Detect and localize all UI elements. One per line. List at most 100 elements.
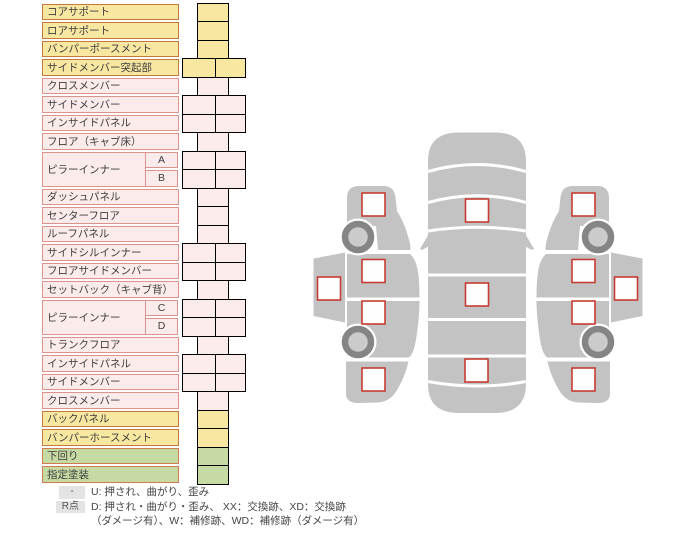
damage-marker-left-front-door[interactable] [361, 258, 386, 284]
wheel [341, 325, 375, 359]
check-cell[interactable] [182, 298, 216, 318]
part-row-label: トランクフロア [42, 336, 179, 354]
check-cell[interactable] [215, 261, 246, 281]
check-cell[interactable] [197, 76, 229, 96]
check-cell[interactable] [182, 169, 216, 189]
check-cell[interactable] [182, 354, 216, 374]
legend-text-d: D: 押され・曲がり・歪み、 XX：交換跡、XD：交換跡 [91, 500, 346, 513]
check-cell[interactable] [215, 169, 246, 189]
damage-marker-right-rear-fender[interactable] [571, 367, 596, 392]
part-row-label: 指定塗装 [42, 466, 179, 483]
check-cell[interactable] [197, 391, 229, 411]
check-cell[interactable] [215, 317, 246, 337]
check-cell[interactable] [197, 280, 229, 300]
damage-marker-left-sill[interactable] [316, 276, 342, 301]
right-mirror [525, 234, 534, 250]
part-name: ダッシュパネル [47, 191, 121, 204]
part-row-label: ダッシュパネル [42, 188, 179, 206]
check-cell[interactable] [197, 2, 229, 22]
part-name: トランクフロア [47, 339, 121, 352]
part-name: コアサポート [47, 6, 110, 19]
damage-marker-right-sill[interactable] [613, 276, 639, 301]
damage-marker-top-hood[interactable] [464, 198, 490, 223]
pillar-sub-label-A: A [145, 151, 178, 169]
part-row-label: クロスメンバー [42, 392, 179, 409]
part-name: インサイドパネル [47, 357, 131, 370]
part-row-label: フロア（キャブ床） [42, 133, 179, 150]
part-row-label: ルーフパネル [42, 225, 179, 243]
damage-marker-left-rear-door[interactable] [361, 300, 386, 325]
part-row-label: バックパネル [42, 410, 179, 428]
part-name: セットバック（キャブ背） [47, 283, 173, 296]
part-name: 下回り [47, 450, 79, 463]
damage-marker-left-front-fender[interactable] [361, 192, 386, 217]
damage-marker-left-rear-fender[interactable] [361, 367, 386, 392]
check-cell[interactable] [215, 150, 246, 170]
check-cell[interactable] [182, 58, 216, 78]
part-row-label: ピラーインナー [42, 151, 146, 187]
car-diagram [313, 132, 643, 413]
part-name: バンパーポースメント [47, 43, 152, 56]
part-row-label: サイドメンバー [42, 96, 179, 113]
check-cell[interactable] [197, 409, 229, 429]
damage-marker-right-front-door[interactable] [571, 258, 596, 284]
check-cell[interactable] [197, 21, 229, 41]
part-row-label: インサイドパネル [42, 114, 179, 132]
check-cell[interactable] [215, 298, 246, 318]
damage-marker-right-rear-door[interactable] [571, 300, 596, 325]
part-row-label: フロアサイドメンバー [42, 262, 179, 280]
part-row-label: セットバック（キャブ背） [42, 281, 179, 298]
check-cell[interactable] [215, 354, 246, 374]
check-cell[interactable] [197, 335, 229, 355]
pillar-sub-label-C: C [145, 299, 178, 317]
check-cell[interactable] [215, 243, 246, 263]
check-cell[interactable] [197, 446, 229, 466]
part-name: サイドメンバー突起部 [47, 61, 152, 74]
pillar-sub-label-B: B [145, 170, 178, 187]
check-cell[interactable] [197, 132, 229, 152]
part-name: 指定塗装 [47, 468, 89, 481]
wheel [581, 325, 615, 359]
part-name: ルーフパネル [47, 228, 110, 241]
part-row-label: インサイドパネル [42, 355, 179, 372]
panel-line-bumper-hood [427, 163, 527, 173]
part-name: フロアサイドメンバー [47, 265, 152, 278]
check-cell[interactable] [197, 224, 229, 244]
damage-marker-top-roof[interactable] [464, 282, 490, 307]
check-cell[interactable] [215, 113, 246, 133]
wheel [581, 220, 615, 254]
check-cell[interactable] [197, 206, 229, 226]
check-cell[interactable] [182, 372, 216, 392]
damage-marker-right-front-fender[interactable] [571, 192, 596, 217]
check-cell[interactable] [197, 465, 229, 485]
part-name: サイドシルインナー [47, 246, 142, 259]
check-cell[interactable] [215, 58, 246, 78]
check-cell[interactable] [197, 187, 229, 207]
check-cell[interactable] [197, 39, 229, 59]
damage-marker-top-trunk[interactable] [464, 358, 489, 383]
check-cell[interactable] [182, 317, 216, 337]
part-row-label: ピラーインナー [42, 299, 146, 335]
part-row-label: 下回り [42, 447, 179, 465]
check-cell[interactable] [182, 150, 216, 170]
part-row-label: ロアサポート [42, 22, 179, 39]
panel-line-trunk-bumper [427, 380, 527, 388]
check-cell[interactable] [197, 428, 229, 448]
check-cell[interactable] [182, 95, 216, 115]
check-cell[interactable] [215, 372, 246, 392]
part-name: ピラーインナー [47, 311, 121, 324]
part-row-label: サイドメンバー [42, 373, 179, 391]
check-cell[interactable] [182, 113, 216, 133]
part-name: ロアサポート [47, 24, 110, 37]
part-row-label: サイドシルインナー [42, 244, 179, 261]
check-cell[interactable] [215, 95, 246, 115]
part-row-label: バンパーホースメント [42, 429, 179, 446]
legend-marker-rpoint: R点 [55, 500, 85, 514]
part-row-label: サイドメンバー突起部 [42, 59, 179, 76]
legend-row-continued: （ダメージ有）、W：補修跡、WD：補修跡（ダメージ有） [40, 514, 364, 529]
check-cell[interactable] [182, 261, 216, 281]
part-name: クロスメンバー [47, 80, 121, 93]
part-name: センターフロア [47, 209, 120, 222]
check-cell[interactable] [182, 243, 216, 263]
